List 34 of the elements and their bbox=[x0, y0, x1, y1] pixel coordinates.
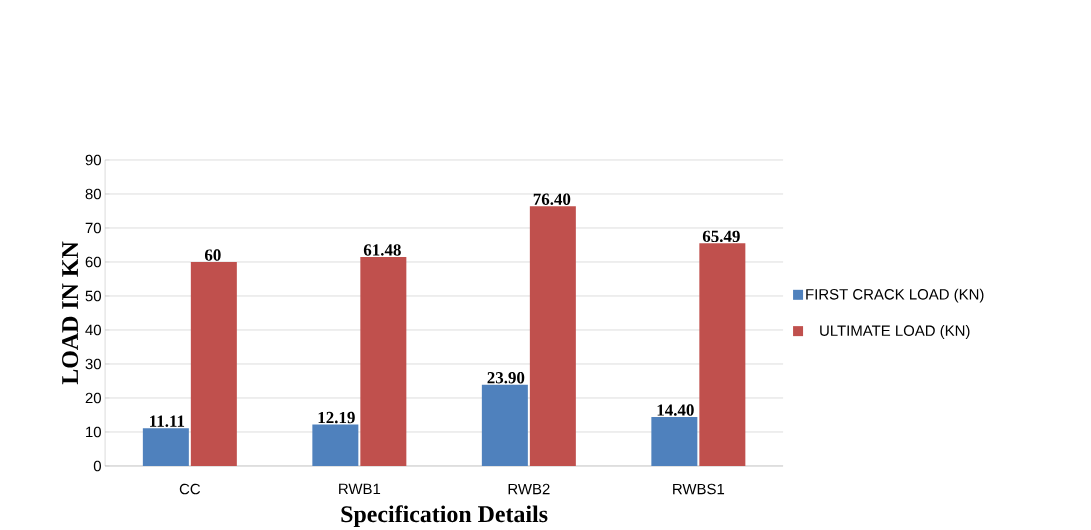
legend-label: FIRST CRACK LOAD (KN) bbox=[806, 288, 984, 303]
x-tick-label: CC bbox=[179, 483, 201, 495]
bar bbox=[651, 416, 698, 466]
data-label: 76.40 bbox=[533, 193, 571, 205]
y-tick-label: 40 bbox=[85, 324, 101, 336]
data-label: 61.48 bbox=[363, 244, 401, 256]
data-label: 11.11 bbox=[150, 415, 185, 427]
bar bbox=[481, 384, 528, 466]
bar bbox=[312, 424, 359, 466]
y-tick-label: 10 bbox=[86, 426, 101, 438]
data-label: 23.90 bbox=[487, 371, 525, 384]
y-tick-label: 60 bbox=[85, 256, 101, 268]
bar bbox=[529, 206, 576, 466]
y-tick-label: 80 bbox=[85, 188, 101, 200]
y-tick-label: 0 bbox=[93, 460, 101, 472]
x-tick-label: RWB2 bbox=[508, 483, 550, 494]
legend-label: ULTIMATE LOAD (KN) bbox=[820, 324, 970, 339]
x-axis-title: Specification Details bbox=[341, 504, 548, 527]
y-tick-label: 90 bbox=[85, 154, 101, 166]
bar bbox=[142, 427, 189, 466]
y-axis-title: LOAD IN KN bbox=[62, 241, 79, 385]
x-tick-label: RWBS1 bbox=[673, 483, 725, 495]
y-tick-label: 30 bbox=[85, 358, 101, 370]
y-tick-label: 50 bbox=[85, 290, 101, 302]
bar bbox=[360, 256, 407, 466]
data-label: 12.19 bbox=[318, 411, 355, 424]
y-tick-label: 70 bbox=[85, 222, 101, 234]
bar bbox=[699, 243, 746, 466]
y-tick-label: 20 bbox=[85, 392, 101, 404]
x-tick-label: RWB1 bbox=[339, 483, 381, 494]
data-label: 60 bbox=[204, 249, 221, 261]
data-label: 65.49 bbox=[702, 230, 740, 242]
bar bbox=[190, 261, 237, 466]
data-label: 14.40 bbox=[657, 404, 694, 416]
